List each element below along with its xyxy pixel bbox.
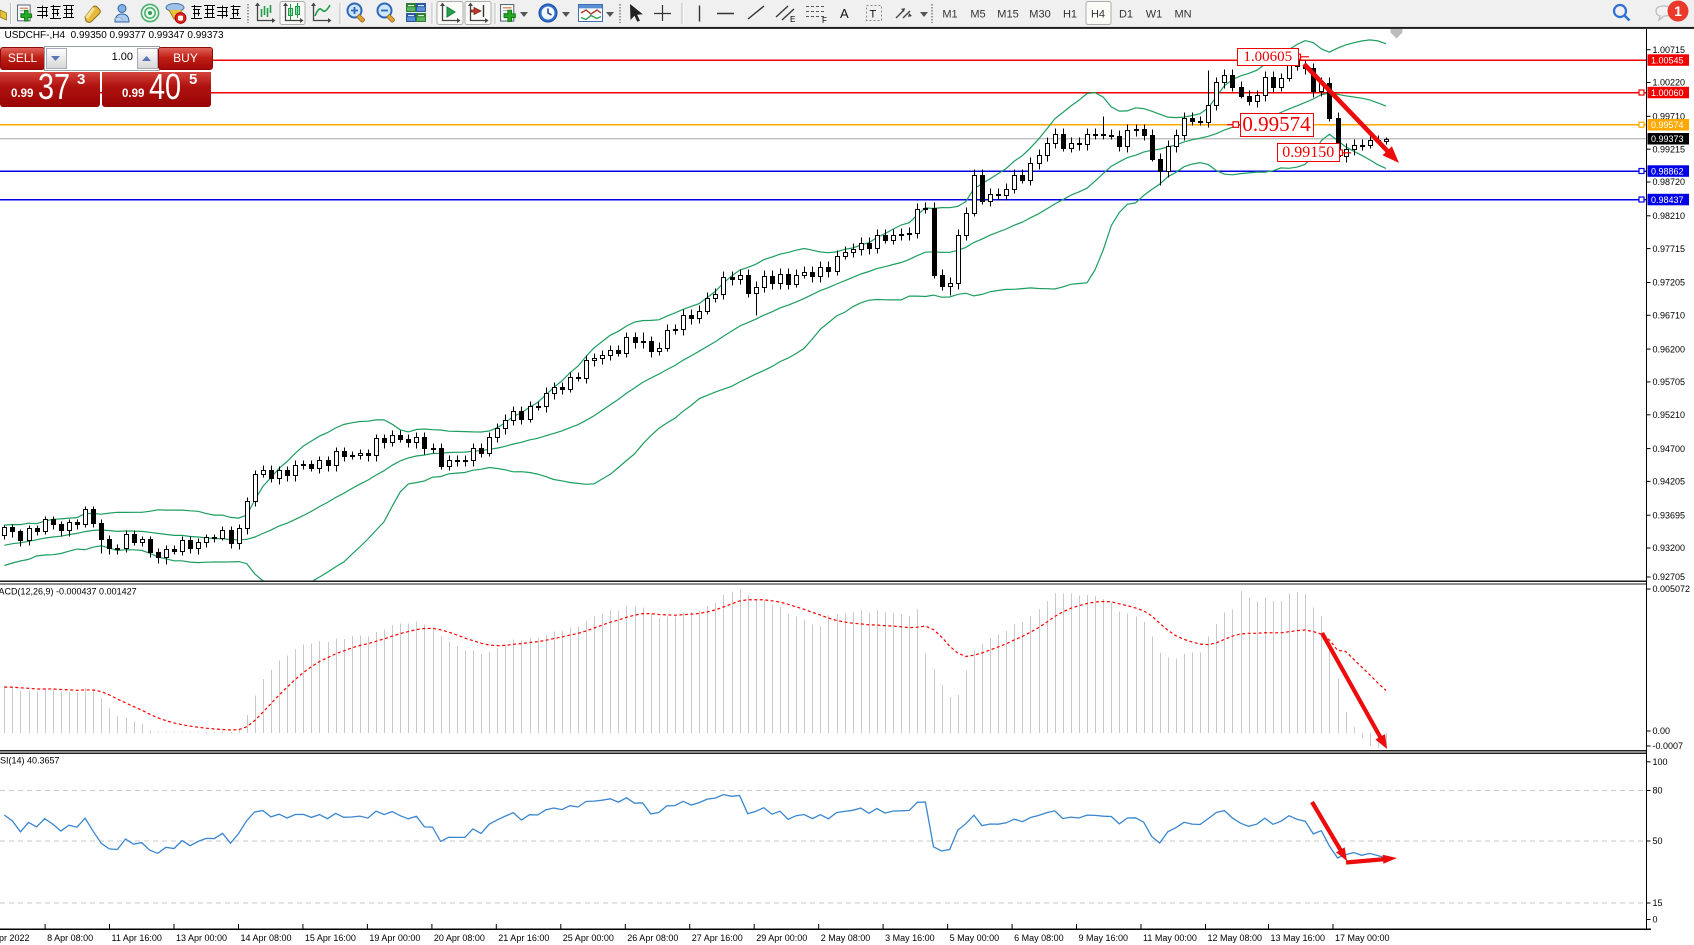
svg-text:14 Apr 08:00: 14 Apr 08:00 <box>241 933 292 943</box>
svg-text:H4: H4 <box>1091 9 1105 21</box>
svg-text:17 May 00:00: 17 May 00:00 <box>1335 933 1390 943</box>
svg-text:13 May 16:00: 13 May 16:00 <box>1271 933 1326 943</box>
svg-text:12 May 08:00: 12 May 08:00 <box>1208 933 1263 943</box>
svg-text:11 Apr 16:00: 11 Apr 16:00 <box>112 933 162 943</box>
svg-text:0.97715: 0.97715 <box>1653 244 1686 254</box>
svg-text:26 Apr 08:00: 26 Apr 08:00 <box>627 933 678 943</box>
svg-text:H1: H1 <box>1063 9 1077 21</box>
svg-text:0.96200: 0.96200 <box>1653 344 1686 354</box>
svg-text:0.95705: 0.95705 <box>1653 377 1686 387</box>
svg-text:0.99574: 0.99574 <box>1651 120 1684 130</box>
svg-text:1.00060: 1.00060 <box>1651 88 1684 98</box>
svg-text:-0.0007: -0.0007 <box>1653 741 1684 751</box>
svg-text:0.005072: 0.005072 <box>1653 584 1691 594</box>
svg-text:7 Apr 2022: 7 Apr 2022 <box>0 933 30 943</box>
svg-text:0.96710: 0.96710 <box>1653 311 1686 321</box>
svg-text:15 Apr 16:00: 15 Apr 16:00 <box>305 933 356 943</box>
svg-text:19 Apr 00:00: 19 Apr 00:00 <box>369 933 420 943</box>
svg-text:0.93695: 0.93695 <box>1653 510 1686 520</box>
svg-text:A: A <box>840 6 849 21</box>
svg-text:11 May 00:00: 11 May 00:00 <box>1143 933 1197 943</box>
svg-text:E: E <box>790 15 795 24</box>
svg-text:M1: M1 <box>942 9 957 21</box>
svg-text:2 May 08:00: 2 May 08:00 <box>821 933 871 943</box>
svg-text:M30: M30 <box>1029 9 1050 21</box>
svg-text:W1: W1 <box>1146 9 1163 21</box>
svg-text:0.93200: 0.93200 <box>1653 543 1686 553</box>
svg-text:0.00: 0.00 <box>1653 726 1671 736</box>
svg-text:20 Apr 08:00: 20 Apr 08:00 <box>434 933 485 943</box>
svg-text:F: F <box>822 16 827 25</box>
svg-text:RSI(14) 40.3657: RSI(14) 40.3657 <box>0 756 60 766</box>
svg-text:0.98720: 0.98720 <box>1653 177 1686 187</box>
svg-text:MACD(12,26,9) -0.000437 0.0014: MACD(12,26,9) -0.000437 0.001427 <box>0 587 137 597</box>
svg-text:50: 50 <box>1653 836 1663 846</box>
svg-text:MN: MN <box>1174 9 1191 21</box>
svg-text:0.99215: 0.99215 <box>1653 144 1686 154</box>
svg-text:29 Apr 00:00: 29 Apr 00:00 <box>756 933 807 943</box>
svg-text:0.99710: 0.99710 <box>1653 112 1686 122</box>
svg-text:M15: M15 <box>997 9 1018 21</box>
svg-text:100: 100 <box>1653 757 1668 767</box>
svg-text:1: 1 <box>1674 3 1682 19</box>
svg-text:D1: D1 <box>1119 9 1133 21</box>
svg-text:M5: M5 <box>970 9 985 21</box>
svg-text:13 Apr 00:00: 13 Apr 00:00 <box>176 933 227 943</box>
svg-text:3 May 16:00: 3 May 16:00 <box>885 933 935 943</box>
svg-text:0.98437: 0.98437 <box>1651 195 1684 205</box>
svg-text:1.00715: 1.00715 <box>1653 45 1686 55</box>
svg-text:27 Apr 16:00: 27 Apr 16:00 <box>692 933 743 943</box>
svg-text:21 Apr 16:00: 21 Apr 16:00 <box>498 933 549 943</box>
svg-text:0.97205: 0.97205 <box>1653 278 1686 288</box>
svg-text:25 Apr 00:00: 25 Apr 00:00 <box>563 933 614 943</box>
svg-text:5 May 00:00: 5 May 00:00 <box>950 933 1000 943</box>
svg-text:0.94700: 0.94700 <box>1653 444 1686 454</box>
svg-text:0.98862: 0.98862 <box>1651 166 1684 176</box>
svg-text:15: 15 <box>1653 898 1663 908</box>
svg-text:8 Apr 08:00: 8 Apr 08:00 <box>47 933 93 943</box>
svg-text:0.99373: 0.99373 <box>1651 134 1684 144</box>
svg-text:1.00545: 1.00545 <box>1651 55 1684 65</box>
svg-text:0.92705: 0.92705 <box>1653 572 1686 582</box>
svg-text:9 May 16:00: 9 May 16:00 <box>1079 933 1129 943</box>
svg-text:T: T <box>870 9 877 21</box>
svg-text:0.94205: 0.94205 <box>1653 477 1686 487</box>
svg-text:1.00220: 1.00220 <box>1653 78 1686 88</box>
svg-text:6 May 08:00: 6 May 08:00 <box>1014 933 1064 943</box>
svg-text:80: 80 <box>1653 786 1663 796</box>
svg-text:0: 0 <box>1653 915 1658 925</box>
svg-text:0.98210: 0.98210 <box>1653 211 1686 221</box>
svg-text:0.95210: 0.95210 <box>1653 410 1686 420</box>
